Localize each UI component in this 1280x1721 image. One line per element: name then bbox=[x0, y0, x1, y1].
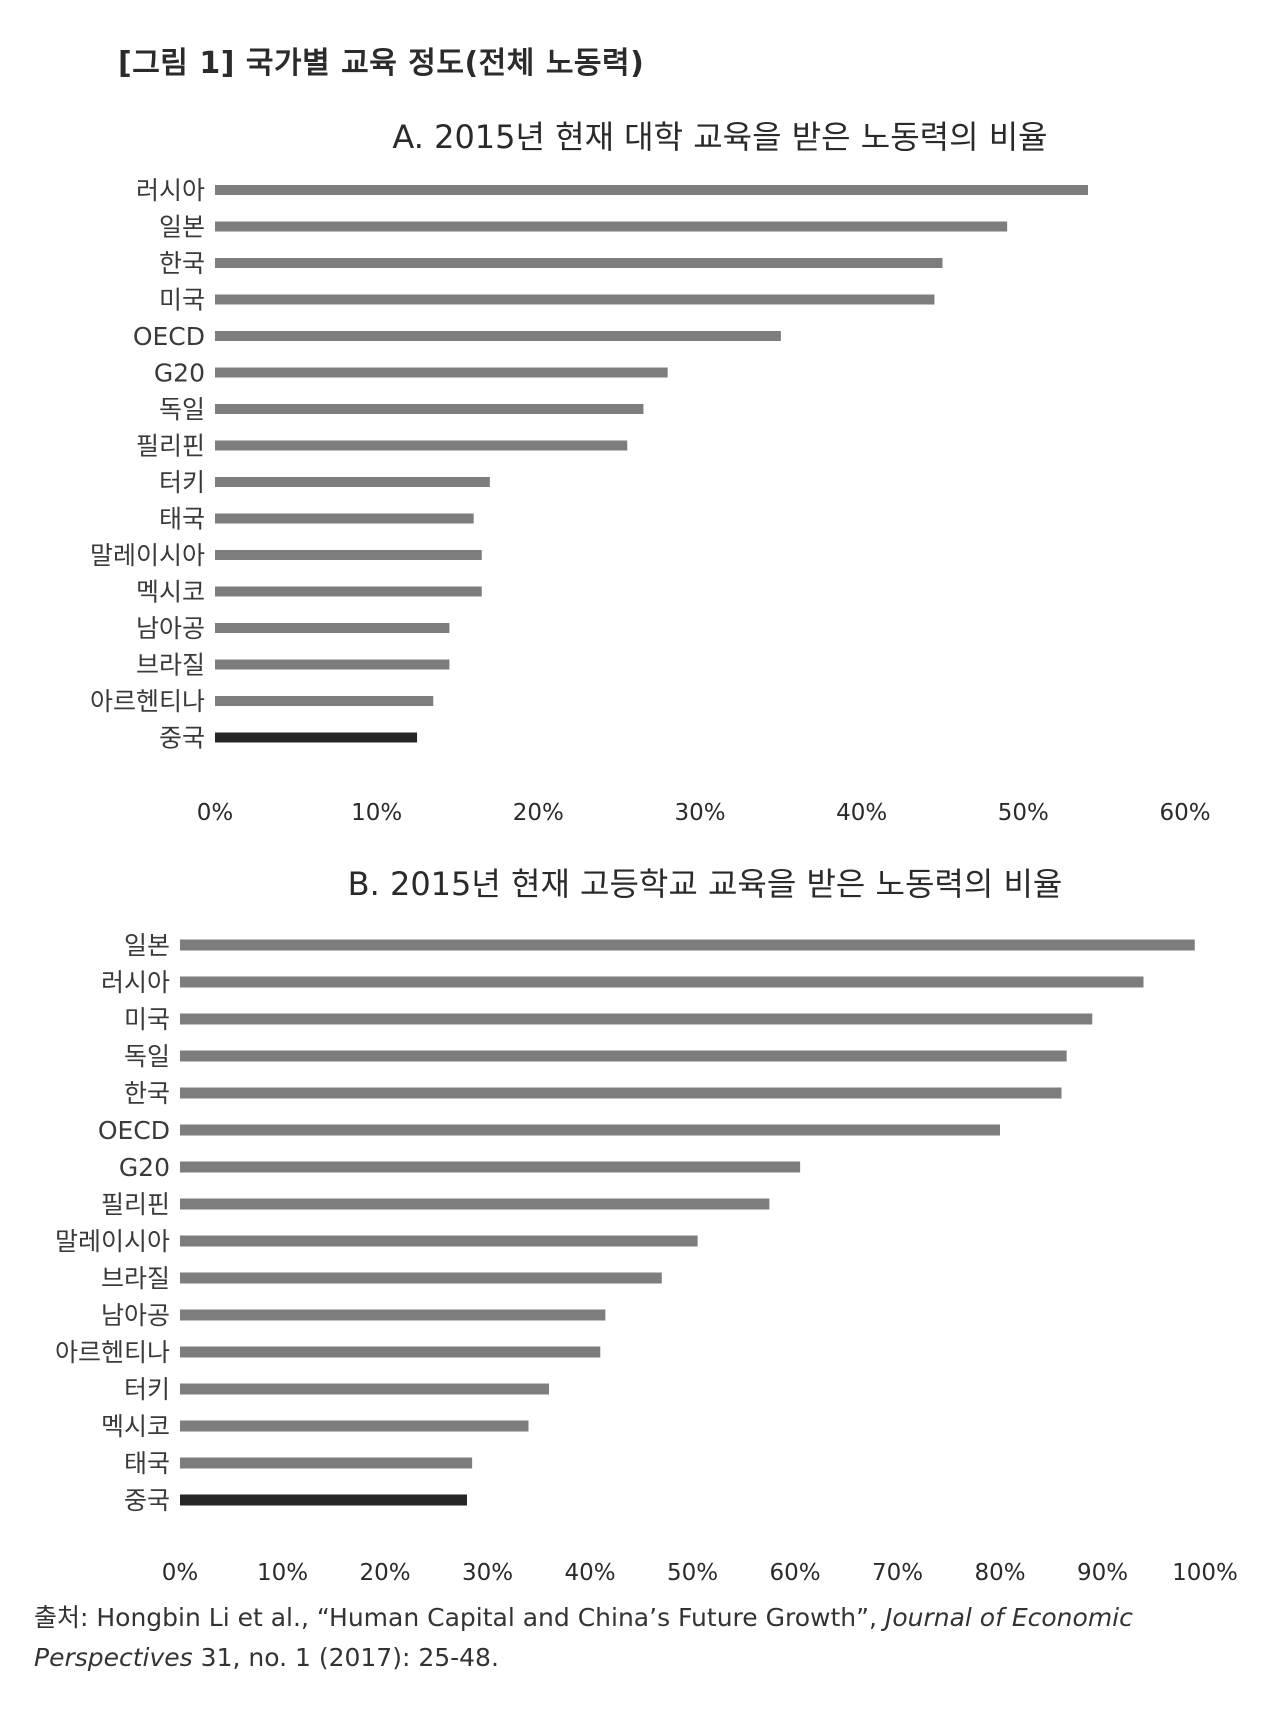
chart-a-category-label-12: 남아공 bbox=[136, 614, 205, 643]
chart-a-bar-2 bbox=[215, 258, 943, 268]
source-prefix: 출처: Hongbin Li et al., “Human Capital an… bbox=[34, 1603, 885, 1632]
chart-a-category-label-1: 일본 bbox=[159, 213, 205, 242]
chart-b-bar-8 bbox=[180, 1235, 698, 1247]
chart-a-category-label-5: G20 bbox=[154, 359, 205, 388]
chart-b-bar-2 bbox=[180, 1013, 1093, 1025]
chart-b-bar-10 bbox=[180, 1309, 606, 1321]
chart-a-category-label-4: OECD bbox=[133, 322, 205, 351]
chart-a-category-label-0: 러시아 bbox=[136, 176, 205, 205]
chart-a-category-label-9: 태국 bbox=[159, 505, 205, 534]
chart-b-bar-11 bbox=[180, 1346, 601, 1358]
chart-a-tick-label-5: 50% bbox=[998, 800, 1049, 826]
chart-b-bar-4 bbox=[180, 1087, 1062, 1099]
figure-title: [그림 1] 국가별 교육 정도(전체 노동력) bbox=[118, 46, 645, 81]
chart-b-category-label-4: 한국 bbox=[124, 1079, 170, 1108]
chart-a-bar-13 bbox=[215, 659, 450, 670]
chart-b-category-label-7: 필리핀 bbox=[101, 1190, 170, 1219]
chart-a-bar-4 bbox=[215, 331, 781, 341]
chart-b-tick-label-4: 40% bbox=[564, 1560, 615, 1586]
chart-a-bar-7 bbox=[215, 440, 628, 451]
chart-a-bar-15 bbox=[215, 732, 418, 743]
chart-b-bar-6 bbox=[180, 1161, 801, 1173]
chart-b-bar-0 bbox=[180, 939, 1195, 951]
chart-b-bar-5 bbox=[180, 1124, 1000, 1136]
chart-a-bar-1 bbox=[215, 221, 1008, 232]
chart-b-bar-15 bbox=[180, 1494, 467, 1506]
chart-b-category-label-13: 멕시코 bbox=[101, 1412, 170, 1441]
chart-b-tick-label-7: 70% bbox=[872, 1560, 923, 1586]
chart-a-bar-11 bbox=[215, 586, 482, 597]
chart-a-category-label-13: 브라질 bbox=[136, 651, 205, 680]
chart-b-category-label-11: 아르헨티나 bbox=[55, 1338, 170, 1367]
chart-b-category-label-8: 말레이시아 bbox=[55, 1227, 170, 1256]
chart-a-category-label-7: 필리핀 bbox=[136, 432, 205, 461]
chart-b-bar-3 bbox=[180, 1050, 1067, 1062]
chart-b-tick-label-3: 30% bbox=[462, 1560, 513, 1586]
chart-b-category-label-10: 남아공 bbox=[101, 1301, 170, 1330]
chart-a-bar-10 bbox=[215, 550, 482, 560]
chart-b-category-label-5: OECD bbox=[98, 1116, 170, 1145]
source-journal: Journal of Economic Perspectives bbox=[34, 1603, 1133, 1672]
chart-b-category-label-1: 러시아 bbox=[101, 968, 170, 997]
chart-b-bar-1 bbox=[180, 976, 1144, 988]
chart-a-tick-label-2: 20% bbox=[513, 800, 564, 826]
chart-a-tick-label-4: 40% bbox=[836, 800, 887, 826]
chart-a-category-label-2: 한국 bbox=[159, 249, 205, 278]
chart-a-category-label-15: 중국 bbox=[159, 724, 205, 753]
chart-a-bar-9 bbox=[215, 513, 474, 524]
chart-a-tick-label-3: 30% bbox=[674, 800, 725, 826]
chart-b-category-label-15: 중국 bbox=[124, 1486, 170, 1515]
chart-b-bar-9 bbox=[180, 1272, 662, 1284]
chart-a-bar-5 bbox=[215, 367, 668, 378]
chart-a-tick-label-6: 60% bbox=[1159, 800, 1210, 826]
chart-b-tick-label-9: 90% bbox=[1077, 1560, 1128, 1586]
chart-b-category-label-3: 독일 bbox=[124, 1042, 170, 1071]
chart-b-bar-14 bbox=[180, 1457, 473, 1469]
chart-b-category-label-14: 태국 bbox=[124, 1449, 170, 1478]
chart-b-tick-label-8: 80% bbox=[974, 1560, 1025, 1586]
chart-a-category-label-8: 터키 bbox=[159, 468, 205, 497]
chart-b-tick-label-10: 100% bbox=[1172, 1560, 1238, 1586]
chart-a-title: A. 2015년 현재 대학 교육을 받은 노동력의 비율 bbox=[392, 118, 1047, 156]
chart-b-category-label-0: 일본 bbox=[124, 931, 170, 960]
chart-b-tick-label-6: 60% bbox=[769, 1560, 820, 1586]
chart-b-tick-label-2: 20% bbox=[359, 1560, 410, 1586]
chart-b-bar-7 bbox=[180, 1198, 770, 1210]
chart-b-category-label-12: 터키 bbox=[124, 1375, 170, 1404]
chart-a-bar-6 bbox=[215, 404, 644, 414]
source-note: 출처: Hongbin Li et al., “Human Capital an… bbox=[34, 1598, 1254, 1678]
chart-a-category-label-6: 독일 bbox=[159, 395, 205, 424]
chart-b-tick-label-1: 10% bbox=[257, 1560, 308, 1586]
chart-a-tick-label-0: 0% bbox=[197, 800, 234, 826]
chart-a-tick-label-1: 10% bbox=[351, 800, 402, 826]
chart-a-bar-14 bbox=[215, 696, 434, 706]
chart-b-category-label-2: 미국 bbox=[124, 1005, 170, 1034]
chart-b-bar-13 bbox=[180, 1420, 529, 1432]
chart-a-bar-8 bbox=[215, 477, 490, 487]
chart-a-category-label-10: 말레이시아 bbox=[90, 541, 205, 570]
chart-a-category-label-11: 멕시코 bbox=[136, 578, 205, 607]
chart-b-title: B. 2015년 현재 고등학교 교육을 받은 노동력의 비율 bbox=[348, 865, 1063, 903]
chart-b-category-label-6: G20 bbox=[119, 1153, 170, 1182]
chart-b-tick-label-0: 0% bbox=[162, 1560, 199, 1586]
chart-a-bar-3 bbox=[215, 294, 935, 305]
chart-b-tick-label-5: 50% bbox=[667, 1560, 718, 1586]
chart-a-category-label-14: 아르헨티나 bbox=[90, 687, 205, 716]
chart-a-bar-12 bbox=[215, 623, 450, 633]
chart-b-bar-12 bbox=[180, 1383, 549, 1395]
chart-b-category-label-9: 브라질 bbox=[101, 1264, 170, 1293]
source-suffix: 31, no. 1 (2017): 25-48. bbox=[192, 1643, 499, 1672]
chart-a-bar-0 bbox=[215, 185, 1088, 195]
chart-a-category-label-3: 미국 bbox=[159, 286, 205, 315]
chart-b-high-school-education: B. 2015년 현재 고등학교 교육을 받은 노동력의 비율일본러시아미국독일… bbox=[55, 865, 1238, 1586]
